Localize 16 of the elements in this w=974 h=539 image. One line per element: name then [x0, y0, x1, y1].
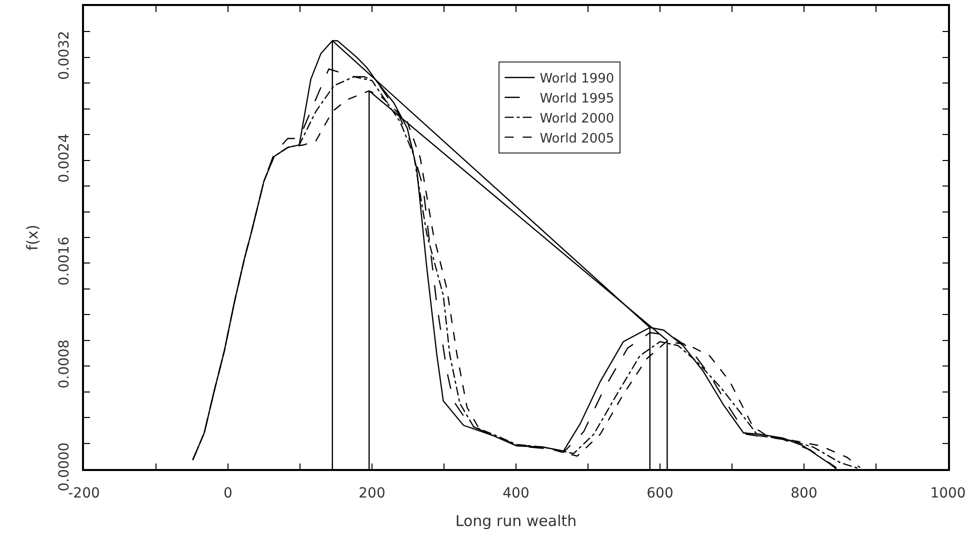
legend-label: World 1995	[540, 91, 614, 106]
x-tick-label: 800	[790, 486, 818, 502]
x-axis-title: Long run wealth	[455, 512, 577, 530]
x-tick-label: 1000	[930, 486, 966, 502]
legend-label: World 1990	[540, 72, 614, 87]
legend-label: World 2005	[540, 131, 614, 146]
y-tick-label: 0.0016	[56, 236, 73, 286]
x-tick-label: 200	[358, 486, 386, 502]
x-tick-label: 600	[646, 486, 674, 502]
x-tick-label: 0	[224, 486, 232, 502]
x-tick-label: 400	[502, 486, 530, 502]
y-tick-label: 0.0032	[56, 30, 73, 80]
y-tick-label: 0.0008	[56, 340, 73, 389]
y-axis-title: f(x)	[23, 224, 42, 250]
legend-label: World 2000	[540, 111, 614, 126]
y-tick-label: 0.0024	[56, 134, 73, 183]
